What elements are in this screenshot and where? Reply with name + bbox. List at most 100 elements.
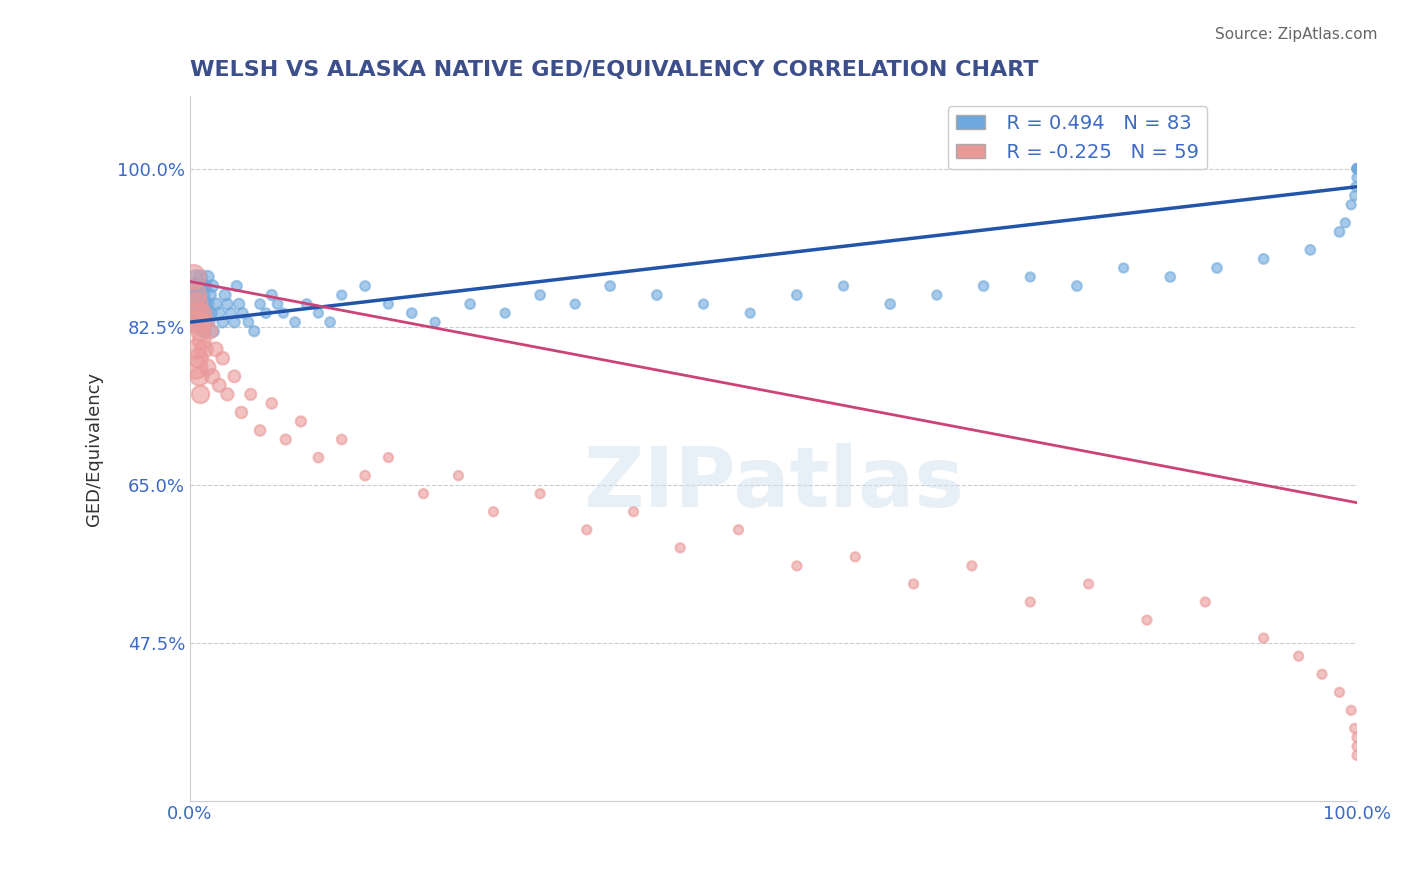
Point [190,333,212,347]
Point [190,315,212,329]
Point [193,297,215,311]
Point [973,279,995,293]
Point [190,387,212,401]
Point [727,523,749,537]
Point [1019,595,1042,609]
Point [1206,260,1229,275]
Point [186,297,208,311]
Point [211,351,233,366]
Point [200,306,222,320]
Point [354,468,377,483]
Point [190,297,212,311]
Point [190,324,212,338]
Point [190,306,212,320]
Point [401,306,423,320]
Point [232,306,254,320]
Text: Source: ZipAtlas.com: Source: ZipAtlas.com [1215,27,1378,42]
Point [188,315,211,329]
Point [191,288,214,302]
Point [184,360,207,375]
Point [354,279,377,293]
Point [187,306,209,320]
Point [669,541,692,555]
Point [1310,667,1333,681]
Point [1334,216,1357,230]
Point [217,297,239,311]
Point [184,270,207,285]
Point [599,279,621,293]
Point [1329,685,1351,699]
Point [1136,613,1159,627]
Point [188,369,211,384]
Point [844,549,866,564]
Point [254,306,277,320]
Point [188,315,211,329]
Point [194,315,217,329]
Point [187,351,209,366]
Point [187,279,209,293]
Point [1343,722,1365,736]
Legend:   R = 0.494   N = 83,   R = -0.225   N = 59: R = 0.494 N = 83, R = -0.225 N = 59 [948,106,1208,169]
Point [183,315,205,329]
Point [1329,225,1351,239]
Point [211,315,233,329]
Point [197,315,219,329]
Point [1288,649,1310,664]
Point [183,270,205,285]
Point [194,279,217,293]
Point [214,288,236,302]
Point [1159,270,1181,285]
Point [290,414,312,428]
Point [188,288,211,302]
Point [197,360,219,375]
Point [231,405,253,419]
Point [193,342,215,356]
Point [202,324,225,338]
Point [377,450,399,465]
Point [1253,252,1275,266]
Point [692,297,714,311]
Point [564,297,586,311]
Point [260,288,283,302]
Point [190,270,212,285]
Point [197,270,219,285]
Point [529,486,551,500]
Point [1194,595,1216,609]
Point [249,424,271,438]
Point [458,297,481,311]
Point [284,315,307,329]
Point [208,306,231,320]
Point [529,288,551,302]
Point [447,468,470,483]
Point [645,288,668,302]
Point [187,297,209,311]
Point [198,324,221,338]
Point [307,306,329,320]
Point [494,306,516,320]
Point [239,387,262,401]
Point [184,288,207,302]
Point [201,369,224,384]
Point [217,387,239,401]
Point [1346,170,1368,185]
Point [1346,161,1368,176]
Point [330,433,353,447]
Point [1299,243,1322,257]
Point [224,369,246,384]
Point [1343,188,1365,202]
Point [482,505,505,519]
Point [219,306,242,320]
Point [1346,161,1368,176]
Point [377,297,399,311]
Point [412,486,434,500]
Point [1346,739,1368,754]
Point [183,279,205,293]
Y-axis label: GED/Equivalency: GED/Equivalency [86,371,103,525]
Point [204,342,226,356]
Point [260,396,283,410]
Point [1344,179,1367,194]
Point [184,306,207,320]
Point [307,450,329,465]
Point [319,315,342,329]
Point [740,306,762,320]
